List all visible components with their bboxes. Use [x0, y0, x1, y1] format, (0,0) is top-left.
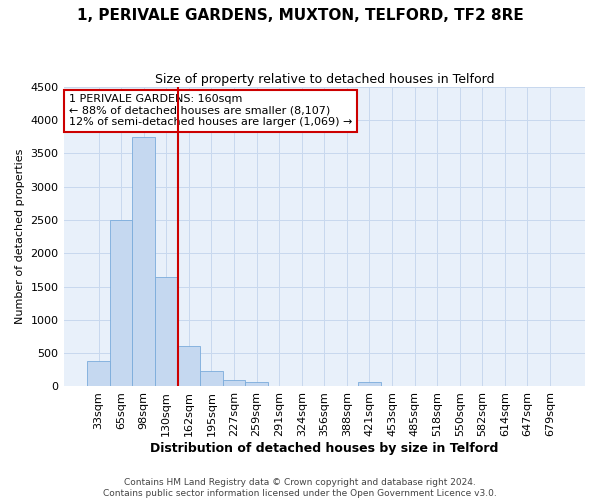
Bar	[110, 220, 133, 386]
Title: Size of property relative to detached houses in Telford: Size of property relative to detached ho…	[155, 72, 494, 86]
X-axis label: Distribution of detached houses by size in Telford: Distribution of detached houses by size …	[150, 442, 499, 455]
Bar	[155, 276, 178, 386]
Bar	[133, 136, 155, 386]
Y-axis label: Number of detached properties: Number of detached properties	[15, 149, 25, 324]
Bar	[200, 371, 223, 386]
Bar	[245, 382, 268, 386]
Text: 1, PERIVALE GARDENS, MUXTON, TELFORD, TF2 8RE: 1, PERIVALE GARDENS, MUXTON, TELFORD, TF…	[77, 8, 523, 22]
Bar	[87, 362, 110, 386]
Bar	[358, 382, 381, 386]
Text: Contains HM Land Registry data © Crown copyright and database right 2024.
Contai: Contains HM Land Registry data © Crown c…	[103, 478, 497, 498]
Text: 1 PERIVALE GARDENS: 160sqm
← 88% of detached houses are smaller (8,107)
12% of s: 1 PERIVALE GARDENS: 160sqm ← 88% of deta…	[69, 94, 352, 128]
Bar	[178, 346, 200, 387]
Bar	[223, 380, 245, 386]
